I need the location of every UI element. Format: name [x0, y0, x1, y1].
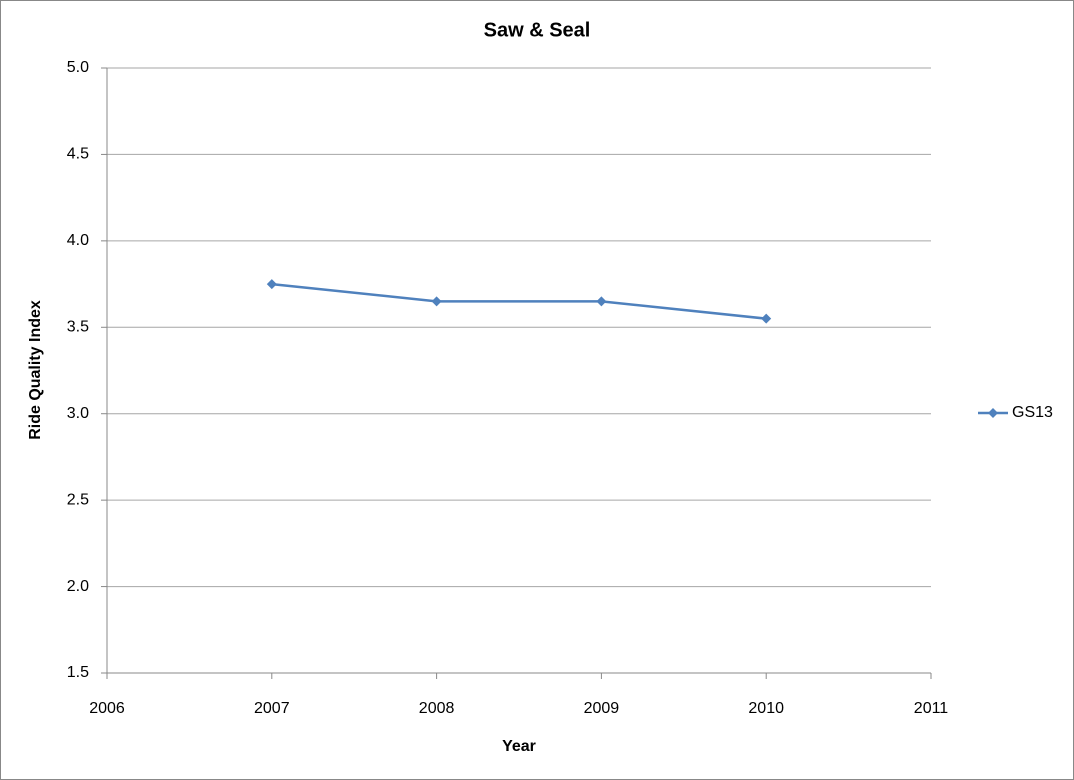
x-axis-label: Year [502, 738, 536, 755]
data-point [266, 279, 277, 290]
data-point [596, 296, 607, 307]
y-tick-label: 2.5 [67, 491, 89, 508]
x-tick-label: 2010 [748, 700, 784, 717]
chart-title: Saw & Seal [484, 19, 591, 41]
x-tick-label: 2008 [419, 700, 455, 717]
legend-label: GS13 [1012, 404, 1053, 421]
y-tick-label: 4.0 [67, 232, 89, 249]
y-tick-label: 4.5 [67, 146, 89, 163]
x-tick-label: 2007 [254, 700, 290, 717]
x-tick-label: 2006 [89, 700, 125, 717]
data-point [431, 296, 442, 307]
x-tick-label: 2009 [584, 700, 620, 717]
series-line [271, 282, 767, 320]
y-tick-label: 5.0 [67, 59, 89, 76]
data-point [761, 313, 772, 324]
y-axis-label: Ride Quality Index [27, 300, 44, 440]
y-tick-label: 2.0 [67, 578, 89, 595]
legend-marker [988, 408, 998, 418]
y-tick-label: 3.0 [67, 405, 89, 422]
x-tick-label: 2011 [914, 700, 949, 717]
y-tick-label: 3.5 [67, 319, 89, 336]
y-tick-label: 1.5 [67, 664, 89, 681]
